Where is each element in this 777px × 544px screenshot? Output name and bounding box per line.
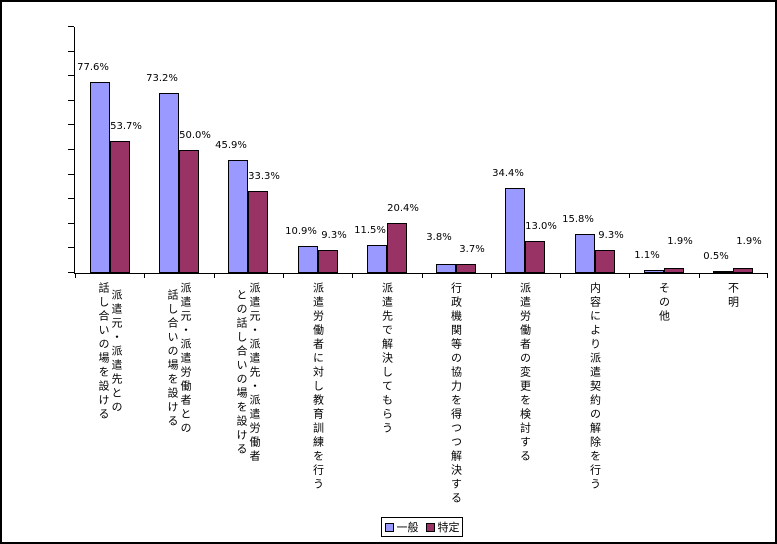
bar-specified — [595, 250, 615, 273]
x-axis-tick — [767, 273, 768, 278]
x-axis-tick — [214, 273, 215, 278]
category-label: 派遣元・派遣労働者との 話し合いの場を設ける — [166, 282, 192, 436]
y-axis-tick — [68, 174, 74, 175]
value-label-general: 3.8% — [426, 232, 452, 243]
value-label-general: 73.2% — [146, 73, 178, 84]
bar-general — [298, 246, 318, 273]
bar-general — [713, 271, 733, 273]
bar-general — [367, 245, 387, 273]
x-axis-tick — [352, 273, 353, 278]
legend-label-general: 一般 — [396, 521, 419, 534]
y-axis-tick — [68, 100, 74, 101]
y-axis-tick — [68, 223, 74, 224]
y-axis-tick — [68, 198, 74, 199]
value-label-general: 45.9% — [215, 140, 247, 151]
value-label-specified: 3.7% — [459, 244, 485, 255]
x-axis-tick — [75, 273, 76, 278]
legend-label-specified: 特定 — [437, 521, 460, 534]
bar-specified — [733, 268, 753, 273]
value-label-general: 1.1% — [634, 250, 660, 261]
value-label-specified: 13.0% — [525, 221, 557, 232]
bar-general — [644, 270, 664, 273]
plot-area: 77.6% 53.7% 派遣元・派遣先との 話し合いの場を設ける 73.2% 50.0%… — [68, 26, 768, 506]
bar-specified — [110, 141, 130, 273]
bar-specified — [179, 150, 199, 273]
bar-specified — [664, 268, 684, 273]
legend-swatch-specified-icon — [425, 522, 435, 532]
legend-item-general: 一般 — [384, 519, 419, 535]
bar-specified — [248, 191, 268, 273]
value-label-general: 10.9% — [285, 226, 317, 237]
bar-specified — [387, 223, 407, 273]
value-label-specified: 1.9% — [736, 236, 762, 247]
y-axis-tick — [68, 124, 74, 125]
x-axis-tick — [560, 273, 561, 278]
bar-specified — [525, 241, 545, 273]
legend-item-specified: 特定 — [425, 519, 460, 535]
value-label-general: 0.5% — [703, 251, 729, 262]
category-label: 派遣労働者に対し教育訓練を行う — [311, 282, 325, 492]
bar-general — [228, 160, 248, 273]
value-label-specified: 20.4% — [387, 203, 419, 214]
category-label: 派遣先で解決してもらう — [380, 282, 394, 436]
x-axis-tick — [699, 273, 700, 278]
y-axis-tick — [68, 26, 74, 27]
y-axis-tick — [68, 75, 74, 76]
category-label: 不明 — [726, 282, 740, 310]
bar-specified — [318, 250, 338, 273]
x-axis-tick — [283, 273, 284, 278]
value-label-general: 11.5% — [354, 225, 386, 236]
value-label-specified: 50.0% — [179, 130, 211, 141]
value-label-specified: 33.3% — [248, 171, 280, 182]
legend-swatch-general-icon — [384, 522, 394, 532]
value-label-specified: 53.7% — [110, 121, 142, 132]
y-axis-tick — [68, 247, 74, 248]
x-axis-tick — [144, 273, 145, 278]
bar-general — [159, 93, 179, 273]
category-label: 派遣労働者の変更を検討する — [518, 282, 532, 464]
y-axis-tick — [68, 149, 74, 150]
legend: 一般 特定 — [381, 517, 463, 537]
value-label-general: 77.6% — [77, 62, 109, 73]
y-axis-tick — [68, 51, 74, 52]
category-label: その他 — [657, 282, 671, 324]
bar-general — [436, 264, 456, 273]
value-label-general: 15.8% — [562, 214, 594, 225]
bar-general — [505, 188, 525, 273]
y-axis-tick — [68, 272, 74, 273]
x-axis-tick — [629, 273, 630, 278]
x-axis-tick — [491, 273, 492, 278]
value-label-general: 34.4% — [492, 168, 524, 179]
x-axis-tick — [422, 273, 423, 278]
category-label: 内容により派遣契約の解除を行う — [588, 282, 602, 492]
category-label: 派遣元・派遣先・派遣労働者 との話し合いの場を設ける — [235, 282, 261, 464]
category-label: 行政機関等の協力を得つつ解決する — [449, 282, 463, 506]
value-label-specified: 1.9% — [667, 236, 693, 247]
bar-general — [90, 82, 110, 273]
value-label-specified: 9.3% — [598, 230, 624, 241]
bar-general — [575, 234, 595, 273]
bar-specified — [456, 264, 476, 273]
value-label-specified: 9.3% — [321, 230, 347, 241]
category-label: 派遣元・派遣先との 話し合いの場を設ける — [97, 282, 123, 422]
